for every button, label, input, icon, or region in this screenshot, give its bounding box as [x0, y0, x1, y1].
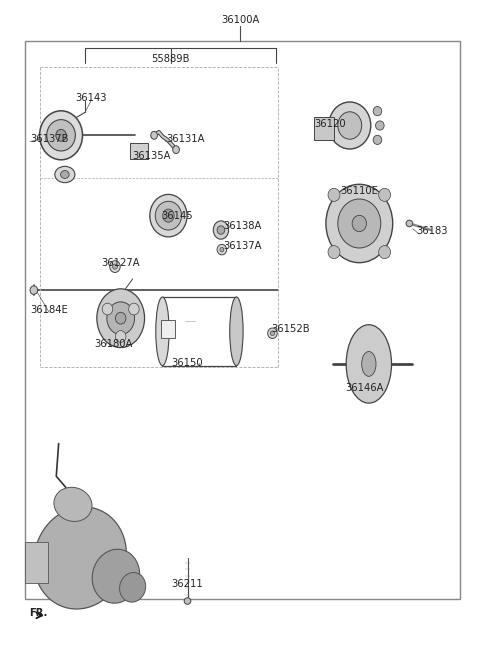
Ellipse shape: [213, 221, 228, 239]
Bar: [130, 143, 148, 159]
Ellipse shape: [30, 286, 37, 295]
Ellipse shape: [54, 487, 92, 522]
Text: 36180A: 36180A: [95, 338, 133, 349]
Text: 36135A: 36135A: [132, 151, 171, 161]
Text: FR.: FR.: [29, 609, 48, 619]
Text: 36184E: 36184E: [30, 304, 68, 315]
Bar: [25, 41, 459, 599]
Ellipse shape: [116, 331, 126, 342]
Ellipse shape: [217, 226, 225, 234]
Ellipse shape: [173, 146, 180, 154]
Ellipse shape: [373, 106, 382, 115]
Ellipse shape: [120, 573, 146, 602]
Ellipse shape: [406, 220, 413, 227]
Text: 55889B: 55889B: [152, 54, 190, 64]
Ellipse shape: [352, 215, 366, 232]
Text: 36131A: 36131A: [166, 134, 204, 144]
Ellipse shape: [151, 131, 157, 139]
Text: 36137A: 36137A: [223, 241, 262, 251]
Ellipse shape: [156, 297, 169, 365]
Ellipse shape: [110, 260, 120, 272]
Text: 36120: 36120: [314, 119, 346, 129]
Ellipse shape: [328, 188, 340, 201]
Ellipse shape: [220, 247, 224, 252]
Text: 36137B: 36137B: [30, 134, 69, 144]
Bar: [25, 543, 48, 583]
Ellipse shape: [379, 245, 391, 258]
Text: 36150: 36150: [172, 358, 204, 367]
Ellipse shape: [129, 303, 139, 315]
Ellipse shape: [34, 507, 126, 609]
Ellipse shape: [102, 303, 113, 315]
Text: 36146A: 36146A: [345, 383, 384, 393]
Ellipse shape: [329, 102, 371, 149]
Ellipse shape: [346, 325, 392, 403]
Ellipse shape: [338, 199, 381, 248]
Ellipse shape: [328, 245, 340, 258]
Ellipse shape: [116, 312, 126, 324]
Text: 36183: 36183: [417, 226, 448, 236]
Ellipse shape: [156, 201, 181, 230]
Ellipse shape: [270, 331, 275, 335]
Ellipse shape: [47, 119, 75, 151]
Ellipse shape: [113, 264, 117, 269]
Ellipse shape: [150, 194, 187, 237]
Text: 36100A: 36100A: [221, 14, 259, 25]
Text: 36138A: 36138A: [223, 221, 262, 231]
Ellipse shape: [268, 328, 277, 338]
Text: 36143: 36143: [75, 93, 107, 103]
Ellipse shape: [107, 302, 134, 335]
Ellipse shape: [375, 121, 384, 130]
Ellipse shape: [60, 171, 69, 178]
Ellipse shape: [362, 352, 376, 377]
Ellipse shape: [217, 245, 227, 255]
Ellipse shape: [326, 184, 393, 262]
Ellipse shape: [338, 112, 362, 139]
Text: 36211: 36211: [172, 579, 204, 589]
Ellipse shape: [230, 297, 243, 365]
Text: 36110E: 36110E: [340, 186, 378, 196]
Text: 36152B: 36152B: [271, 324, 310, 335]
Ellipse shape: [373, 135, 382, 144]
Ellipse shape: [97, 289, 144, 348]
Ellipse shape: [39, 111, 83, 160]
Ellipse shape: [55, 167, 75, 182]
Bar: [314, 117, 334, 140]
Ellipse shape: [92, 549, 140, 604]
Ellipse shape: [163, 209, 174, 222]
Text: 36145: 36145: [161, 211, 193, 220]
Ellipse shape: [56, 129, 66, 141]
Text: 36127A: 36127A: [102, 258, 140, 268]
Bar: [160, 319, 175, 338]
Ellipse shape: [184, 598, 191, 604]
Ellipse shape: [379, 188, 391, 201]
